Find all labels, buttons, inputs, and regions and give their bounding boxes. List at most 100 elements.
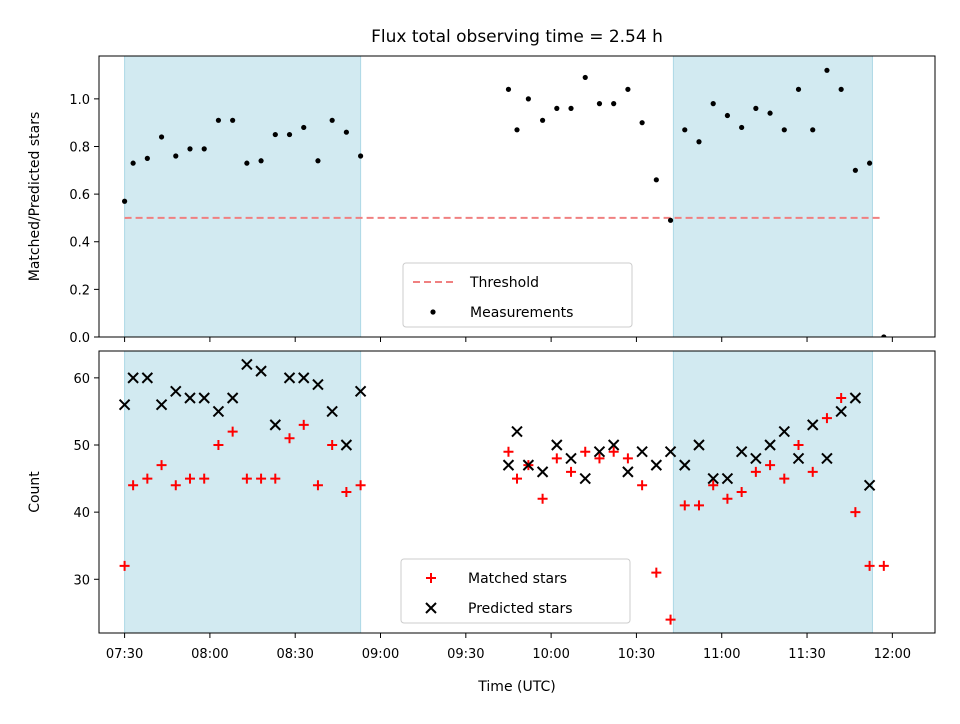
data-layer (121, 67, 887, 337)
matched-stars-point (608, 446, 619, 457)
x-tick-label: 10:00 (532, 647, 569, 662)
x-tick-label: 11:30 (788, 647, 825, 662)
measurements-point (568, 105, 574, 111)
matched-stars-point (503, 446, 514, 457)
predicted-stars-point (170, 385, 182, 397)
predicted-stars-point (622, 466, 634, 478)
predicted-stars-point (326, 405, 338, 418)
measurements-point (230, 117, 236, 123)
matched-stars-point (693, 500, 704, 511)
measurements-point (625, 86, 631, 92)
predicted-stars-point (735, 446, 748, 458)
shaded-interval-2 (672, 55, 873, 338)
y-axis-label: Matched/Predicted stars (27, 112, 43, 282)
measurements-point (244, 160, 250, 166)
matched-stars-point (594, 453, 605, 464)
predicted-stars-point (607, 439, 620, 451)
measurements-point (343, 129, 349, 135)
predicted-stars-point (792, 452, 805, 465)
matched-stars-point (665, 614, 676, 625)
measurements-point (525, 96, 531, 102)
predicted-stars-point (298, 372, 310, 384)
matched-stars-point (807, 466, 818, 477)
measurements-point (173, 153, 179, 159)
predicted-stars-point (127, 372, 139, 384)
measurements-point (810, 127, 816, 133)
predicted-stars-point (778, 425, 791, 438)
measurements-point (881, 334, 887, 337)
predicted-stars-point (312, 378, 324, 391)
predicted-stars-point (212, 405, 225, 418)
matched-stars-point (566, 466, 577, 477)
matched-stars-point (622, 453, 633, 464)
matched-stars-point (298, 419, 309, 430)
measurements-point (838, 86, 844, 92)
x-tick-label: 10:30 (618, 647, 655, 662)
matched-stars-point (213, 440, 224, 450)
shaded-interval-1 (124, 350, 362, 634)
predicted-stars-point (565, 452, 577, 465)
predicted-stars-point (155, 399, 168, 411)
y-tick-label: 0.8 (69, 140, 90, 155)
y-tick-label: 30 (73, 573, 90, 588)
matched-stars-point (779, 473, 790, 484)
predicted-stars-point (807, 419, 819, 431)
predicted-stars-point (693, 439, 705, 451)
predicted-stars-point (511, 425, 523, 438)
y-axis-label: Count (27, 471, 43, 513)
predicted-stars-point (664, 446, 677, 458)
measurements-point (258, 158, 264, 164)
data-layer (118, 358, 889, 625)
matched-stars-point (227, 426, 238, 437)
matched-stars-point (793, 440, 804, 450)
x-tick-label: 09:30 (447, 647, 484, 662)
measurements-point (710, 101, 716, 107)
matched-stars-point (284, 433, 295, 444)
x-tick-label: 12:00 (874, 647, 911, 662)
measurements-point (158, 134, 165, 140)
matched-stars-point (199, 473, 210, 484)
matched-stars-point (850, 507, 861, 518)
measurements-point (739, 124, 745, 131)
measurements-point (286, 131, 293, 138)
matched-stars-point (119, 560, 130, 571)
matched-stars-point (750, 466, 761, 477)
y-tick-label: 40 (73, 506, 90, 521)
matched-stars-point (184, 473, 195, 484)
measurements-point (554, 105, 560, 111)
top-panel-ratio: 0.0 0.2 0.4 0.6 0.8 1.0 Matched/Predicted star… (27, 55, 936, 346)
matched-stars-point (142, 473, 153, 484)
measurements-point (795, 86, 802, 92)
predicted-stars-point (863, 479, 876, 491)
x-tick-label: 09:00 (362, 647, 399, 662)
matched-stars-point (256, 473, 267, 484)
measurements-point (682, 127, 688, 133)
y-tick-label: 0.2 (69, 283, 90, 298)
matched-stars-point (679, 500, 690, 511)
measurements-point (852, 167, 858, 173)
predicted-stars-point (354, 385, 367, 397)
measurements-point (505, 86, 512, 92)
predicted-stars-point (283, 372, 296, 384)
predicted-stars-point (502, 459, 515, 471)
measurements-point (639, 120, 645, 126)
predicted-stars-point (835, 405, 847, 418)
legend-marker-predicted-stars (425, 602, 437, 614)
matched-stars-point (765, 460, 776, 471)
predicted-stars-point (593, 446, 606, 458)
measurements-point (667, 217, 674, 223)
predicted-stars-point (118, 399, 131, 411)
legend: Threshold Measurements (402, 262, 633, 328)
matched-stars-point (170, 480, 181, 491)
matched-stars-point (722, 493, 733, 504)
predicted-stars-point (184, 392, 196, 404)
legend-label-predicted-stars: Predicted stars (468, 601, 573, 617)
measurements-point (329, 117, 335, 123)
predicted-stars-point (522, 459, 535, 471)
bottom-panel-counts: 30 40 50 60 07:30 08:00 08:30 09:00 09:30 10:00 10… (27, 350, 936, 662)
legend-label-measurements: Measurements (470, 305, 573, 321)
predicted-stars-point (340, 439, 353, 451)
predicted-stars-point (551, 439, 563, 451)
predicted-stars-point (707, 472, 719, 485)
